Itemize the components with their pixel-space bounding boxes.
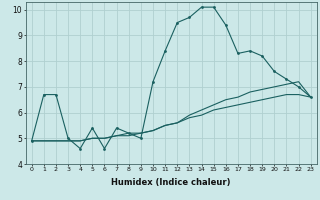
X-axis label: Humidex (Indice chaleur): Humidex (Indice chaleur) xyxy=(111,178,231,187)
